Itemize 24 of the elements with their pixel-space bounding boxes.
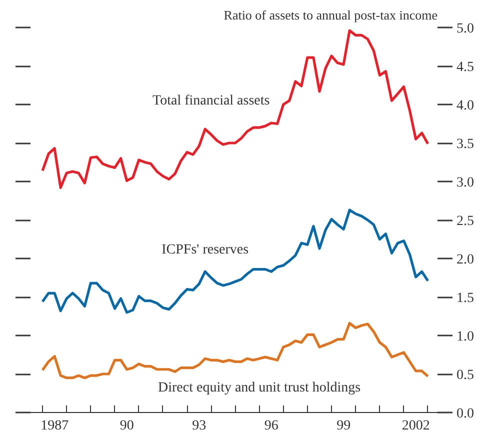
x-tick-label: 99 bbox=[336, 418, 351, 432]
y-tick-label: 2.5 bbox=[456, 214, 474, 229]
series-label: ICPFs' reserves bbox=[162, 242, 249, 258]
y-tick-label: 1.0 bbox=[456, 330, 474, 344]
line-series bbox=[41, 322, 430, 380]
series-label: Total financial assets bbox=[152, 94, 270, 109]
x-tick-label: 90 bbox=[120, 418, 134, 432]
line-series bbox=[41, 29, 430, 189]
y-tick-label: 3.5 bbox=[456, 137, 474, 152]
y-tick-label: 4.0 bbox=[456, 98, 474, 114]
x-tick-label: 2002 bbox=[402, 418, 430, 432]
line-series bbox=[41, 208, 430, 314]
x-tick-label: 93 bbox=[192, 418, 206, 432]
y-tick-label: 0.0 bbox=[456, 406, 474, 422]
x-tick-label: 96 bbox=[264, 418, 278, 432]
y-tick-label: 4.5 bbox=[456, 60, 474, 75]
y-tick-label: 3.0 bbox=[456, 176, 474, 190]
x-tick-label: 1987 bbox=[40, 418, 69, 432]
y-tick-label: 5.0 bbox=[456, 22, 474, 36]
y-tick-label: 1.5 bbox=[456, 291, 474, 306]
y-tick-label: 0.5 bbox=[456, 368, 474, 383]
chart-title: Ratio of assets to annual post-tax income bbox=[224, 8, 438, 22]
series-label: Direct equity and unit trust holdings bbox=[158, 380, 361, 396]
y-tick-label: 2.0 bbox=[456, 252, 474, 268]
